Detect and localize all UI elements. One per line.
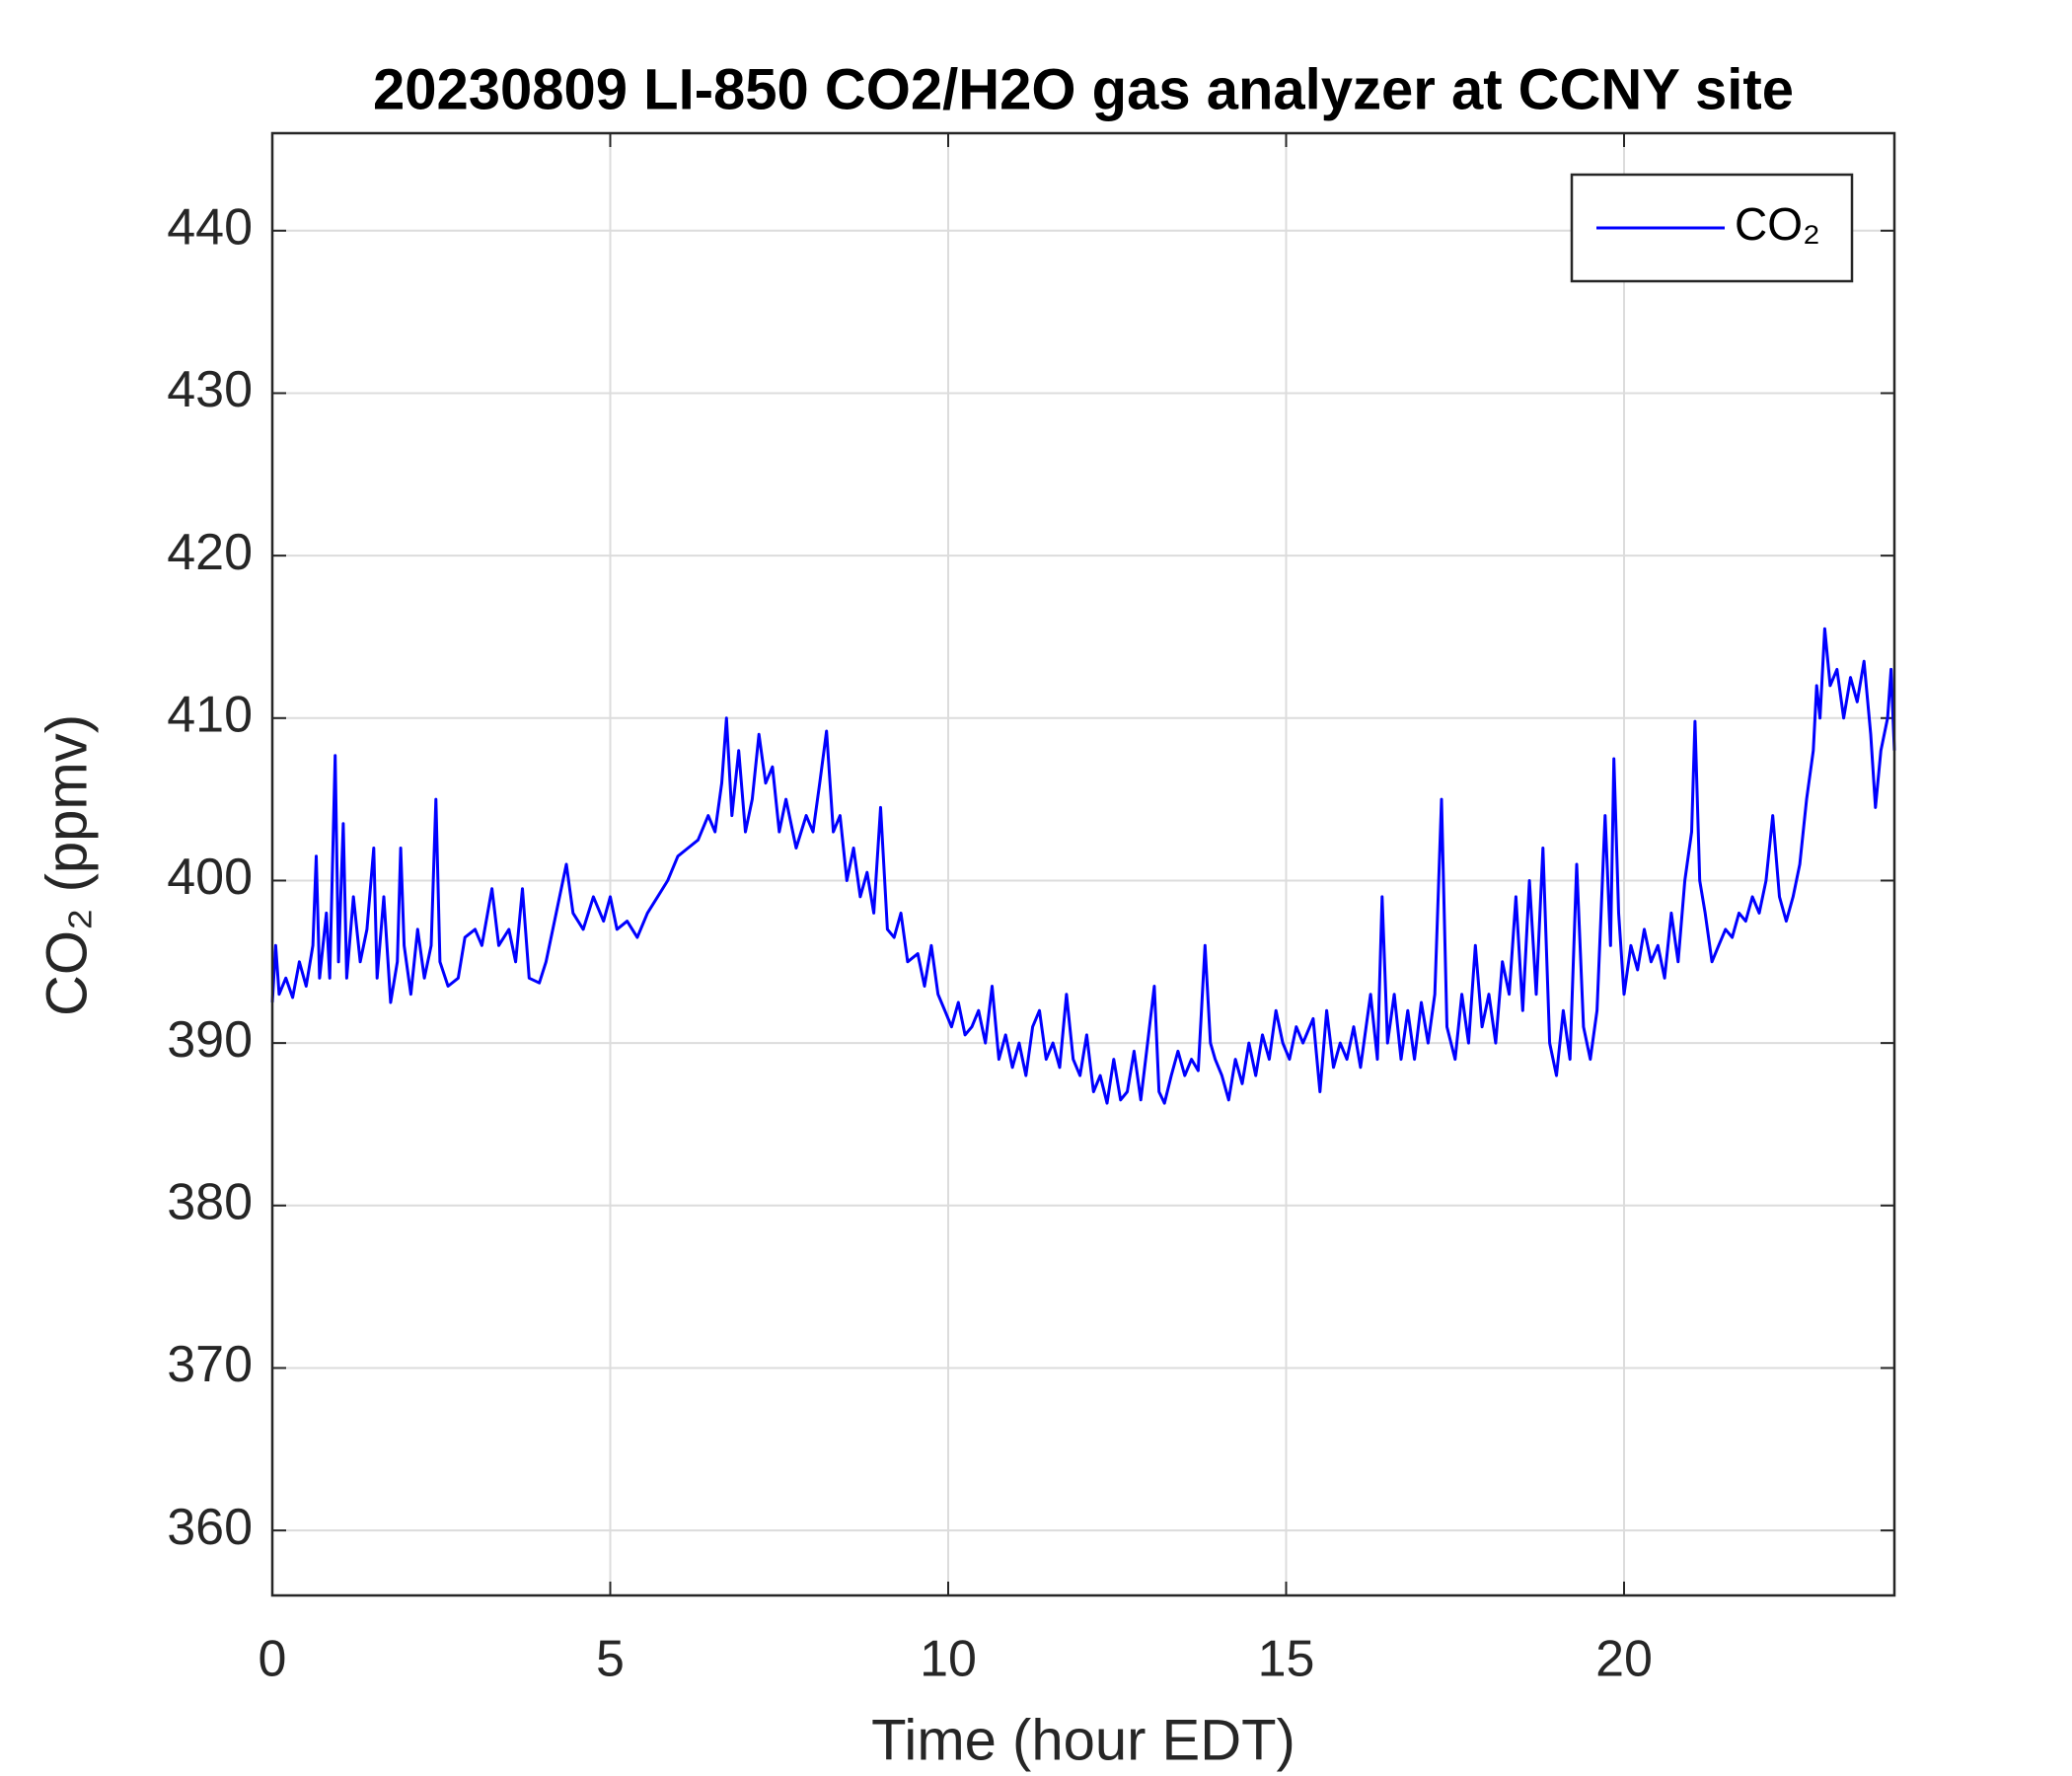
axes-box bbox=[270, 131, 1896, 1597]
y-tick-label: 370 bbox=[167, 1336, 253, 1393]
x-tick-label: 0 bbox=[259, 1631, 287, 1688]
y-tick-label: 400 bbox=[167, 849, 253, 906]
legend-label: CO₂ bbox=[1735, 198, 1820, 250]
x-tick-label: 15 bbox=[1258, 1631, 1315, 1688]
x-tick-label: 5 bbox=[596, 1631, 625, 1688]
chart-title: 20230809 LI-850 CO2/H2O gas analyzer at … bbox=[373, 57, 1794, 121]
y-tick-label: 360 bbox=[167, 1499, 253, 1556]
y-tick-label: 390 bbox=[167, 1011, 253, 1069]
y-tick-label: 420 bbox=[167, 524, 253, 581]
y-tick-label: 430 bbox=[167, 361, 253, 418]
y-tick-label: 380 bbox=[167, 1174, 253, 1231]
x-tick-label: 10 bbox=[920, 1631, 977, 1688]
x-tick-label: 20 bbox=[1595, 1631, 1653, 1688]
y-tick-label: 410 bbox=[167, 687, 253, 744]
y-axis-label: CO₂ (ppmv) bbox=[35, 714, 99, 1016]
data-line bbox=[270, 627, 1896, 1105]
x-axis-label: Time (hour EDT) bbox=[871, 1708, 1295, 1772]
y-tick-label: 440 bbox=[167, 199, 253, 257]
